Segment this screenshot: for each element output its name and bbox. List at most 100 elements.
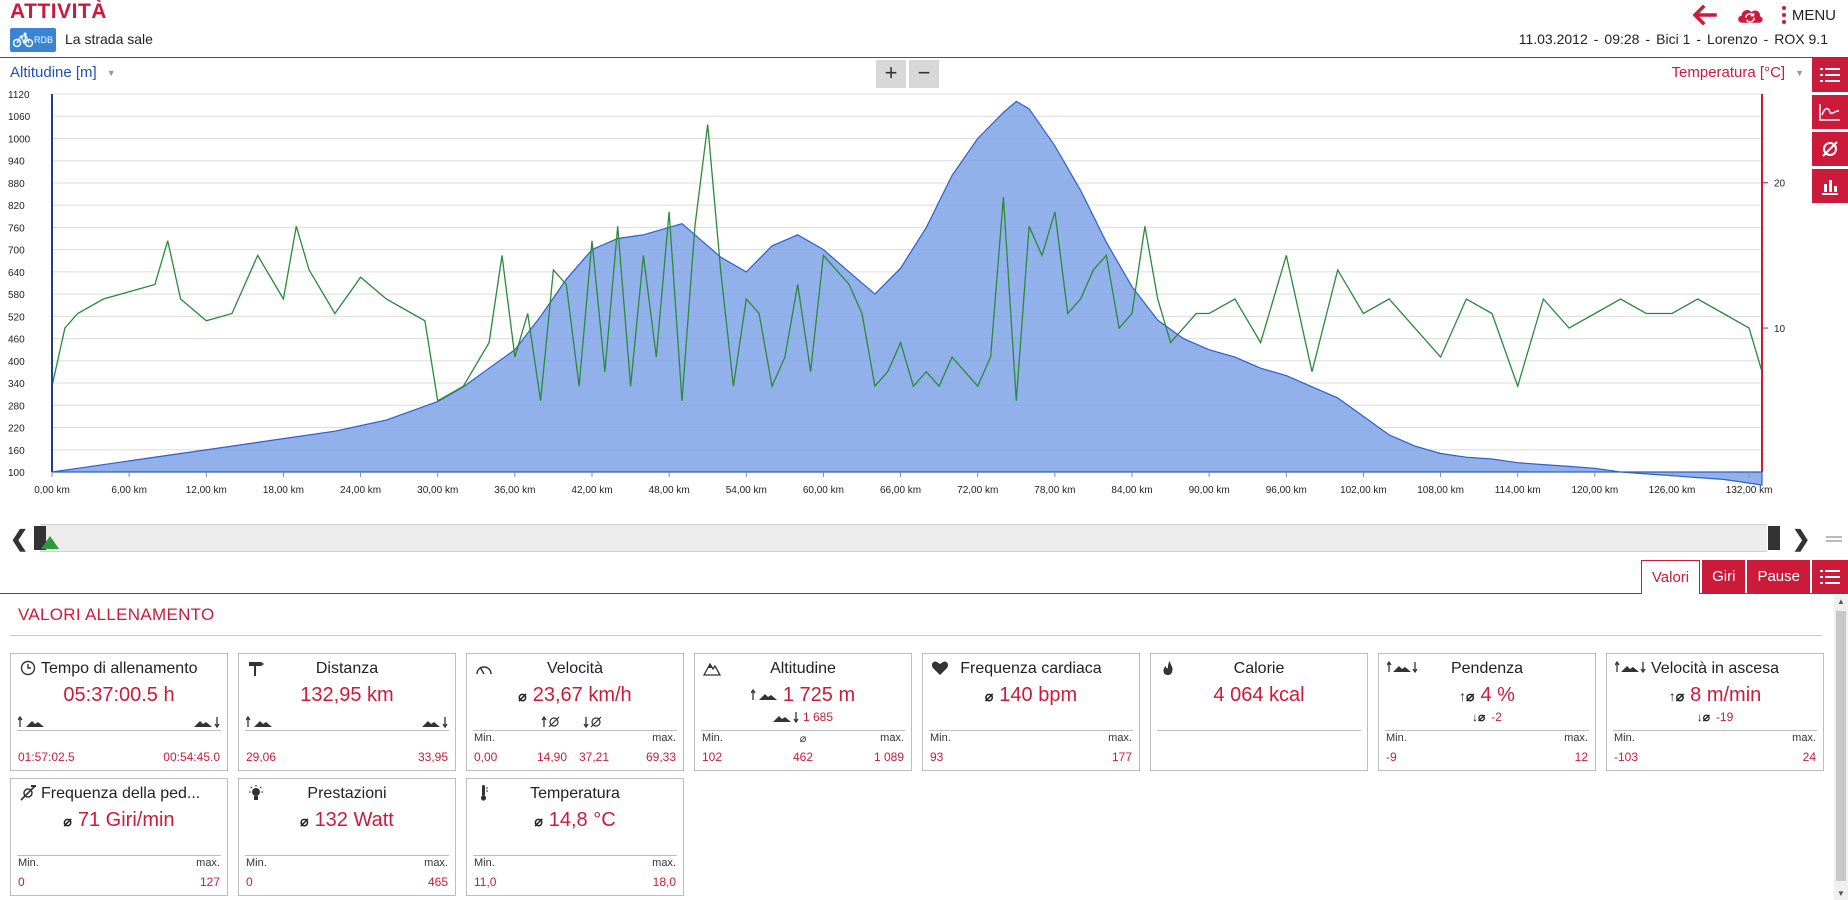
card-value: 4 064 kcal [1213,684,1305,706]
section-title: VALORI ALLENAMENTO [18,605,215,624]
menu-button[interactable]: MENU [1781,6,1836,24]
min-label: Min. [474,732,495,744]
x-tick-label: 108,00 km [1417,485,1464,496]
flame-icon [1163,661,1173,675]
mountain-icon [703,662,721,676]
y-tick-label: 880 [8,179,25,190]
card-title: Prestazioni [307,785,387,802]
card-title: Temperatura [530,785,620,802]
chevron-down-icon: ▼ [106,67,116,78]
range-end-handle[interactable] [1768,526,1780,550]
downhill-icon [422,717,448,728]
min-label: Min. [1386,732,1407,744]
max-label: max. [196,857,220,869]
max-value: 12 [1574,750,1588,764]
card-value: ↑⌀ 4 % [1459,684,1515,706]
card-title: Altitudine [770,660,836,677]
stats-scrollbar[interactable]: ▲ ▼ [1834,595,1848,900]
tab-giri[interactable]: Giri [1702,560,1746,594]
activity-bike: Bici 1 [1656,31,1691,47]
scroll-up-icon[interactable]: ▲ [1837,597,1845,606]
divider [17,855,221,856]
divider [1613,730,1817,731]
downhill-average: 37,21 [579,750,610,764]
average-value: 462 [792,750,814,764]
uphill-average: 14,90 [537,750,568,764]
x-tick-label: 66,00 km [880,485,921,496]
card-value: ↑⌀ 8 m/min [1668,684,1762,706]
max-value: 1 089 [873,750,904,764]
tab-valori[interactable]: Valori [1640,560,1701,594]
chart-area: Altitudine [m] ▼ + − Temperatura [°C] ▼ … [0,58,1812,558]
max-label: max. [1108,732,1132,744]
x-tick-label: 24,00 km [340,485,381,496]
min-value: 93 [930,750,944,764]
x-tick-label: 60,00 km [803,485,844,496]
average-icon: ⌀ [63,813,72,829]
card-climb-rate: Velocità in ascesa ↑⌀ 8 m/min ↓⌀ -19 Min. … [1606,653,1824,771]
temperature-line [51,124,1763,402]
left-axis-selector[interactable]: Altitudine [m] ▼ [10,64,116,81]
stats-tab-bar: Valori Giri Pause [0,560,1848,594]
divider [245,855,449,856]
x-tick-label: 132,00 km [1726,485,1773,496]
cloud-sync-icon[interactable] [1736,2,1764,28]
activity-device: ROX 9.1 [1774,31,1828,47]
page-title: ATTIVITÀ [10,0,107,23]
right-axis-selector[interactable]: Temperatura [°C] ▼ [1672,64,1804,81]
card-title: Tempo di allenamento [41,660,198,677]
thermometer-icon [480,785,488,801]
min-value: 0 [18,875,25,889]
position-marker-icon[interactable] [41,536,59,549]
card-title: Velocità [546,660,604,677]
back-arrow-icon[interactable] [1690,2,1718,28]
scrollbar-thumb[interactable] [1836,611,1846,881]
divider [1385,730,1589,731]
line-chart-icon[interactable] [1812,95,1848,129]
y-tick-label: 520 [8,312,25,323]
activity-name: La strada sale [65,31,153,47]
card-title: Velocità in ascesa [1651,660,1780,677]
divider [929,730,1133,731]
card-value: ⌀ 140 bpm [984,684,1078,706]
scroll-right-icon[interactable]: ❯ [1792,526,1811,551]
bike-type-logo: RDB [10,28,56,52]
max-label: max. [1564,732,1588,744]
list-icon[interactable] [1812,560,1848,594]
activity-time: 09:28 [1604,31,1640,47]
uphill-time: 01:57:02.5 [18,750,75,764]
y-tick-label: 340 [8,379,25,390]
x-tick-label: 72,00 km [957,485,998,496]
x-tick-label: 48,00 km [649,485,690,496]
average-icon: ⌀ [518,688,527,704]
x-tick-label: 36,00 km [494,485,535,496]
header: ATTIVITÀ RDB La strada sale MENU 11.03.2… [0,0,1848,58]
range-slider-track[interactable] [40,524,1767,552]
bar-chart-icon[interactable] [1812,169,1848,203]
menu-label: MENU [1791,6,1836,24]
tab-pause[interactable]: Pause [1747,560,1810,594]
card-value: 05:37:00.5 h [63,684,175,706]
card-title: Pendenza [1450,660,1524,677]
scroll-left-icon[interactable]: ❮ [10,526,29,551]
max-value: 24 [1802,750,1816,764]
zoom-out-button[interactable]: − [909,60,939,88]
list-icon[interactable] [1812,58,1848,92]
left-axis-label: Altitudine [m] [10,64,97,81]
divider [473,855,677,856]
card-title: Calorie [1233,660,1285,677]
average-icon[interactable] [1812,132,1848,166]
average-icon: ⌀ [300,813,309,829]
max-value: 69,33 [645,750,676,764]
scroll-down-icon[interactable]: ▼ [1837,889,1845,898]
x-tick-label: 102,00 km [1340,485,1387,496]
divider [17,730,221,731]
profile-chart[interactable]: 100 160 220 280 340 400 460 520 580 640 700 760 820 8… [0,86,1812,576]
y-tick-label: 280 [8,401,25,412]
zoom-in-button[interactable]: + [876,60,906,88]
card-value: 132,95 km [300,684,394,706]
divider [1157,730,1361,731]
resize-grip-icon[interactable] [1826,536,1842,542]
card-subvalue: ↓⌀ -2 [1472,710,1502,724]
divider [245,730,449,731]
